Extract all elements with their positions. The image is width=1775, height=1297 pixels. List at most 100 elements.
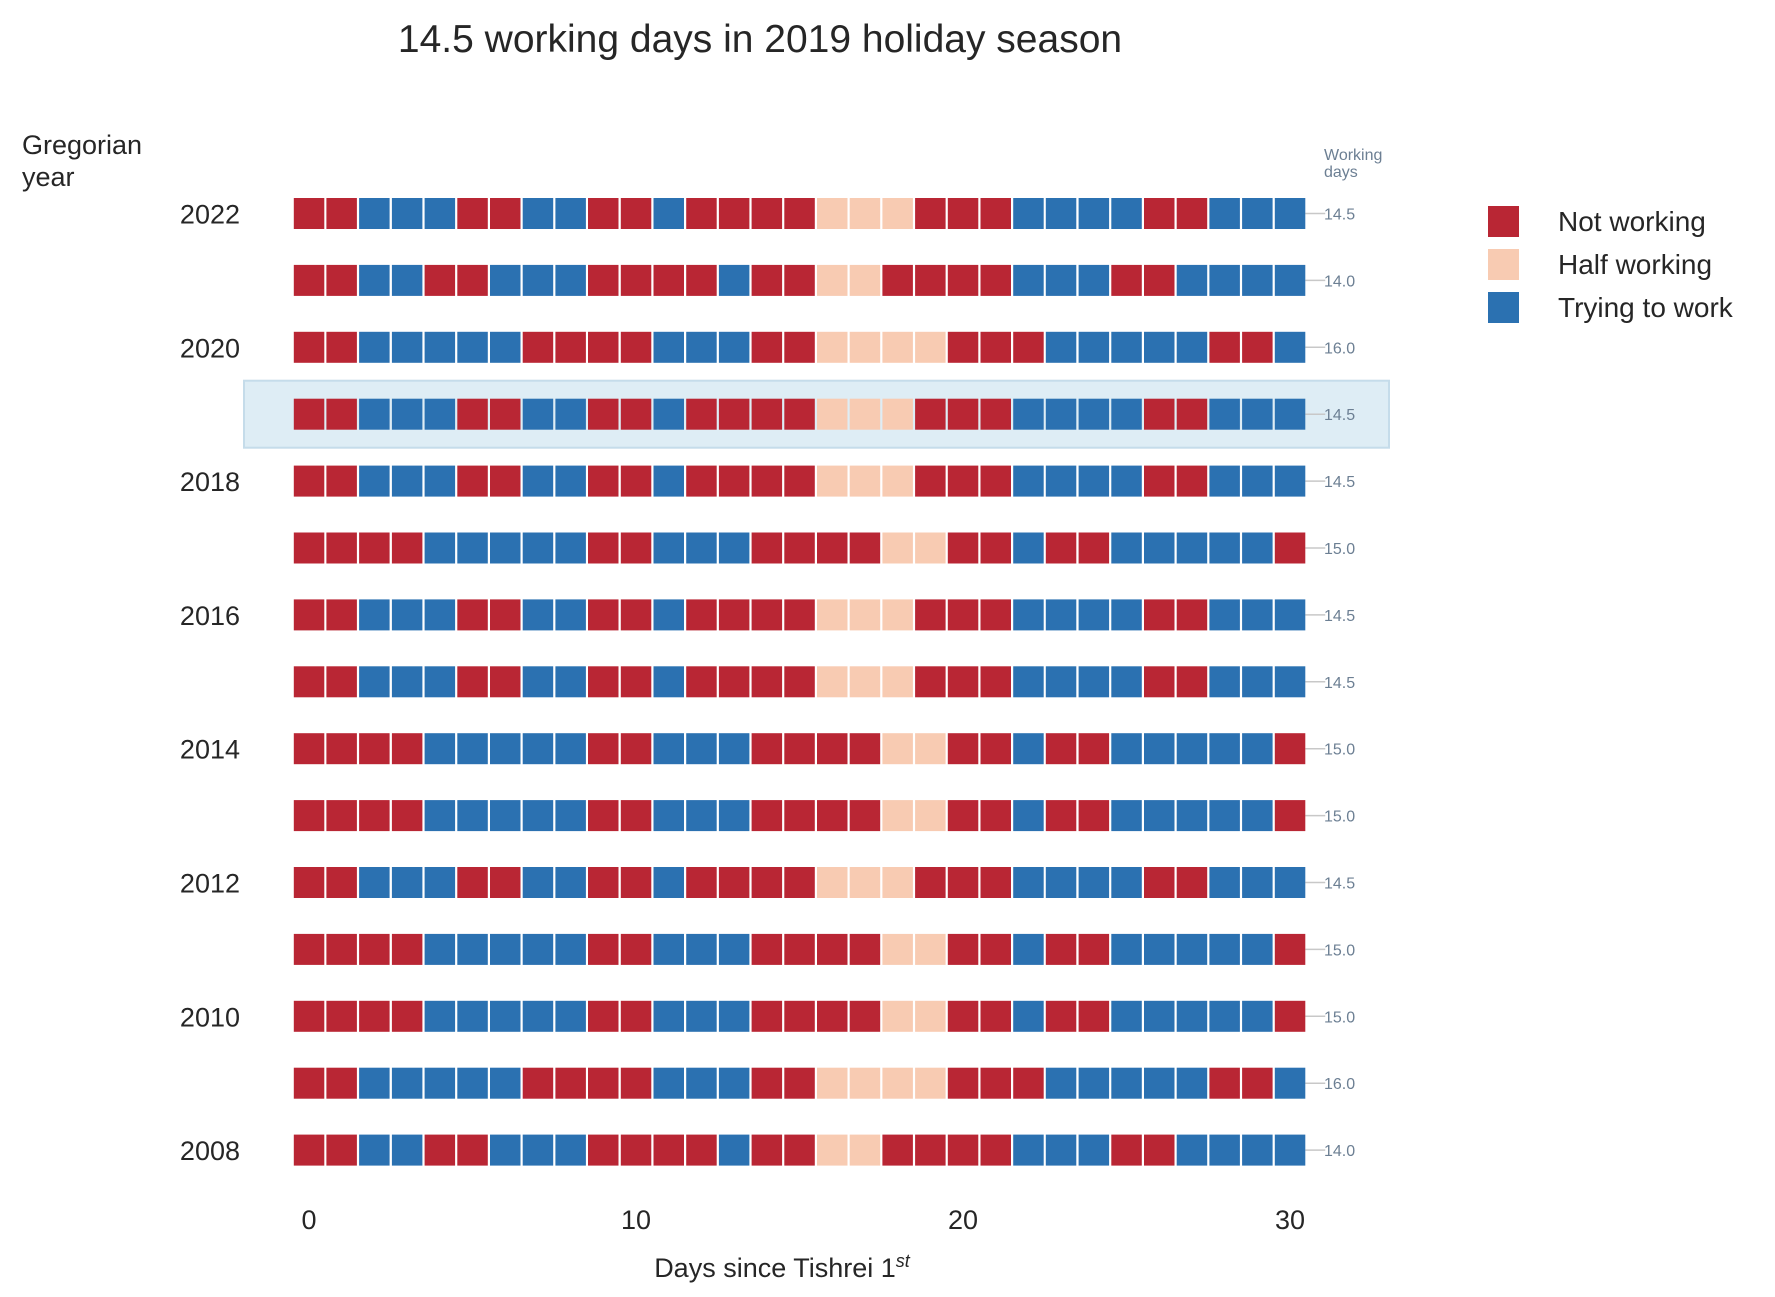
day-cell <box>293 666 325 698</box>
day-cell <box>1078 733 1110 765</box>
day-cell <box>1111 465 1142 497</box>
day-cell <box>457 666 488 698</box>
day-cell <box>1078 331 1110 363</box>
day-cell <box>784 666 815 698</box>
day-cell <box>620 1134 652 1166</box>
day-cell <box>1078 867 1110 898</box>
day-cell <box>326 532 357 564</box>
day-cell <box>359 198 390 229</box>
day-cell <box>882 933 913 965</box>
x-tick-labels: 0 10 20 30 <box>301 1205 1305 1235</box>
day-cell <box>555 867 586 898</box>
day-cell <box>424 867 456 898</box>
day-cell <box>718 1067 750 1099</box>
day-cell <box>424 1000 456 1032</box>
day-cell <box>1144 1134 1175 1166</box>
day-cell <box>1111 331 1142 363</box>
day-cell <box>391 1067 423 1099</box>
day-cell <box>947 1000 979 1032</box>
day-cell <box>817 599 848 631</box>
day-cell <box>980 532 1011 564</box>
day-cell <box>522 465 554 497</box>
day-cell <box>784 867 815 898</box>
day-cell <box>1242 198 1273 229</box>
day-cell <box>980 599 1011 631</box>
day-cell <box>1144 532 1175 564</box>
day-cell <box>849 1134 881 1166</box>
day-cell <box>1176 666 1208 698</box>
working-days-values: 14.5 14.0 16.0 14.5 14.5 15.0 14.5 14.5 15.0 15.0… <box>1324 207 1355 1161</box>
day-cell <box>784 465 815 497</box>
day-cell <box>980 465 1011 497</box>
day-cell <box>947 666 979 698</box>
day-cell <box>1045 933 1077 965</box>
day-cell <box>522 398 554 430</box>
x-axis-label-superscript: st <box>896 1251 911 1271</box>
day-cell <box>359 1134 390 1166</box>
day-cell <box>1274 800 1306 832</box>
day-cell <box>980 264 1011 296</box>
day-cell <box>1013 800 1044 832</box>
day-cell <box>882 264 913 296</box>
day-cell <box>359 933 390 965</box>
day-cell <box>1209 666 1240 698</box>
day-cell <box>653 264 684 296</box>
day-cell <box>588 1000 619 1032</box>
day-cell <box>522 1067 554 1099</box>
day-cell <box>1274 264 1306 296</box>
day-cell <box>751 1000 783 1032</box>
day-cell <box>490 599 521 631</box>
legend-swatch-N <box>1488 206 1519 237</box>
year-row-2020 <box>293 331 1306 363</box>
day-cell <box>359 800 390 832</box>
day-cell <box>915 398 946 430</box>
day-cell <box>1274 532 1306 564</box>
day-cell <box>751 1134 783 1166</box>
day-cell <box>391 398 423 430</box>
day-cell <box>457 331 488 363</box>
day-cell <box>849 933 881 965</box>
day-cell <box>849 867 881 898</box>
day-cell <box>457 733 488 765</box>
year-label-2010: 2010 <box>180 1002 240 1032</box>
day-cell <box>1144 264 1175 296</box>
day-cell <box>849 666 881 698</box>
day-cell <box>915 331 946 363</box>
day-cell <box>686 398 717 430</box>
y-axis-label: Gregorian year <box>22 130 150 192</box>
day-cell <box>915 933 946 965</box>
day-cell <box>588 198 619 229</box>
day-cell <box>555 1000 586 1032</box>
working-days-2017: 15.0 <box>1324 541 1355 558</box>
day-cell <box>1045 532 1077 564</box>
day-cell <box>751 933 783 965</box>
working-days-2011: 15.0 <box>1324 942 1355 959</box>
day-cell <box>1274 1067 1306 1099</box>
day-cell <box>1144 331 1175 363</box>
day-cell <box>391 733 423 765</box>
day-cell <box>555 933 586 965</box>
day-cell <box>1013 198 1044 229</box>
year-row-2009 <box>293 1067 1306 1099</box>
day-cell <box>1209 465 1240 497</box>
day-cell <box>424 800 456 832</box>
day-cell <box>882 1067 913 1099</box>
day-cell <box>555 331 586 363</box>
working-days-2020: 16.0 <box>1324 340 1355 357</box>
day-cell <box>1176 867 1208 898</box>
day-cell <box>1242 1134 1273 1166</box>
day-cell <box>849 733 881 765</box>
day-cell <box>849 800 881 832</box>
day-cell <box>1176 733 1208 765</box>
day-cell <box>359 331 390 363</box>
day-cell <box>1176 398 1208 430</box>
working-days-2015: 14.5 <box>1324 675 1355 692</box>
year-label-2018: 2018 <box>180 467 240 497</box>
day-cell <box>620 933 652 965</box>
day-cell <box>1111 666 1142 698</box>
day-cell <box>653 198 684 229</box>
day-cell <box>751 198 783 229</box>
day-cell <box>555 1067 586 1099</box>
day-cell <box>947 532 979 564</box>
day-cell <box>1242 1000 1273 1032</box>
